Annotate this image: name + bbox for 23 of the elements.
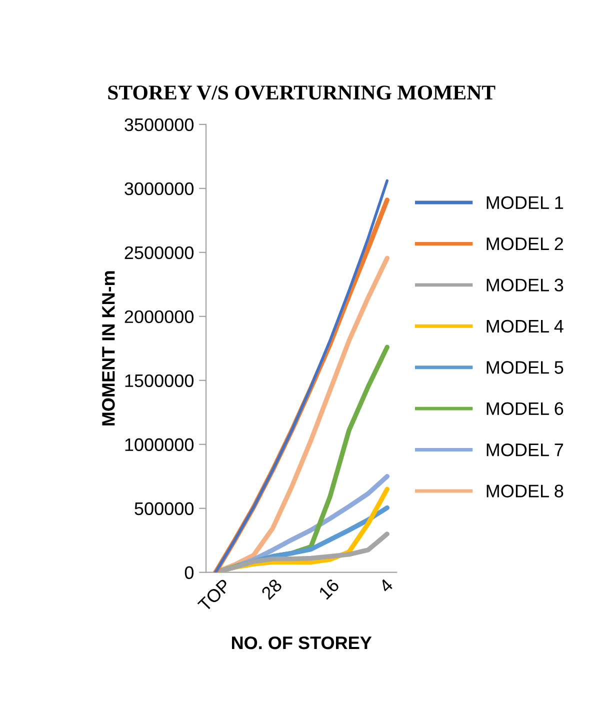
legend-label: MODEL 8 [486, 484, 564, 498]
x-tick-label: TOP [197, 578, 232, 612]
y-tick-label: 2500000 [124, 246, 194, 260]
legend-label: MODEL 1 [486, 196, 564, 210]
legend-label: MODEL 4 [486, 320, 564, 333]
y-axis-title: MOMENT IN KN-m [102, 271, 115, 426]
x-tick-label: 4 [378, 578, 394, 594]
y-tick-label: 2000000 [124, 310, 194, 324]
y-tick-label: 3000000 [124, 182, 194, 196]
legend-label: MODEL 2 [486, 237, 564, 250]
legend-label: MODEL 6 [486, 402, 564, 416]
legend-label: MODEL 5 [486, 361, 564, 374]
x-axis-title: NO. OF STOREY [232, 636, 372, 650]
x-tick-label: 28 [260, 578, 283, 600]
y-tick-label: 0 [184, 566, 194, 580]
chart-title: STOREY V/S OVERTURNING MOMENT [108, 86, 496, 100]
x-tick-label: 16 [318, 578, 340, 600]
legend-label: MODEL 3 [486, 278, 564, 292]
y-tick-label: 1500000 [125, 374, 194, 388]
y-tick-label: 500000 [134, 502, 194, 516]
legend-label: MODEL 7 [486, 443, 564, 456]
y-tick-label: 3500000 [124, 118, 194, 132]
y-tick-label: 1000000 [125, 438, 194, 452]
